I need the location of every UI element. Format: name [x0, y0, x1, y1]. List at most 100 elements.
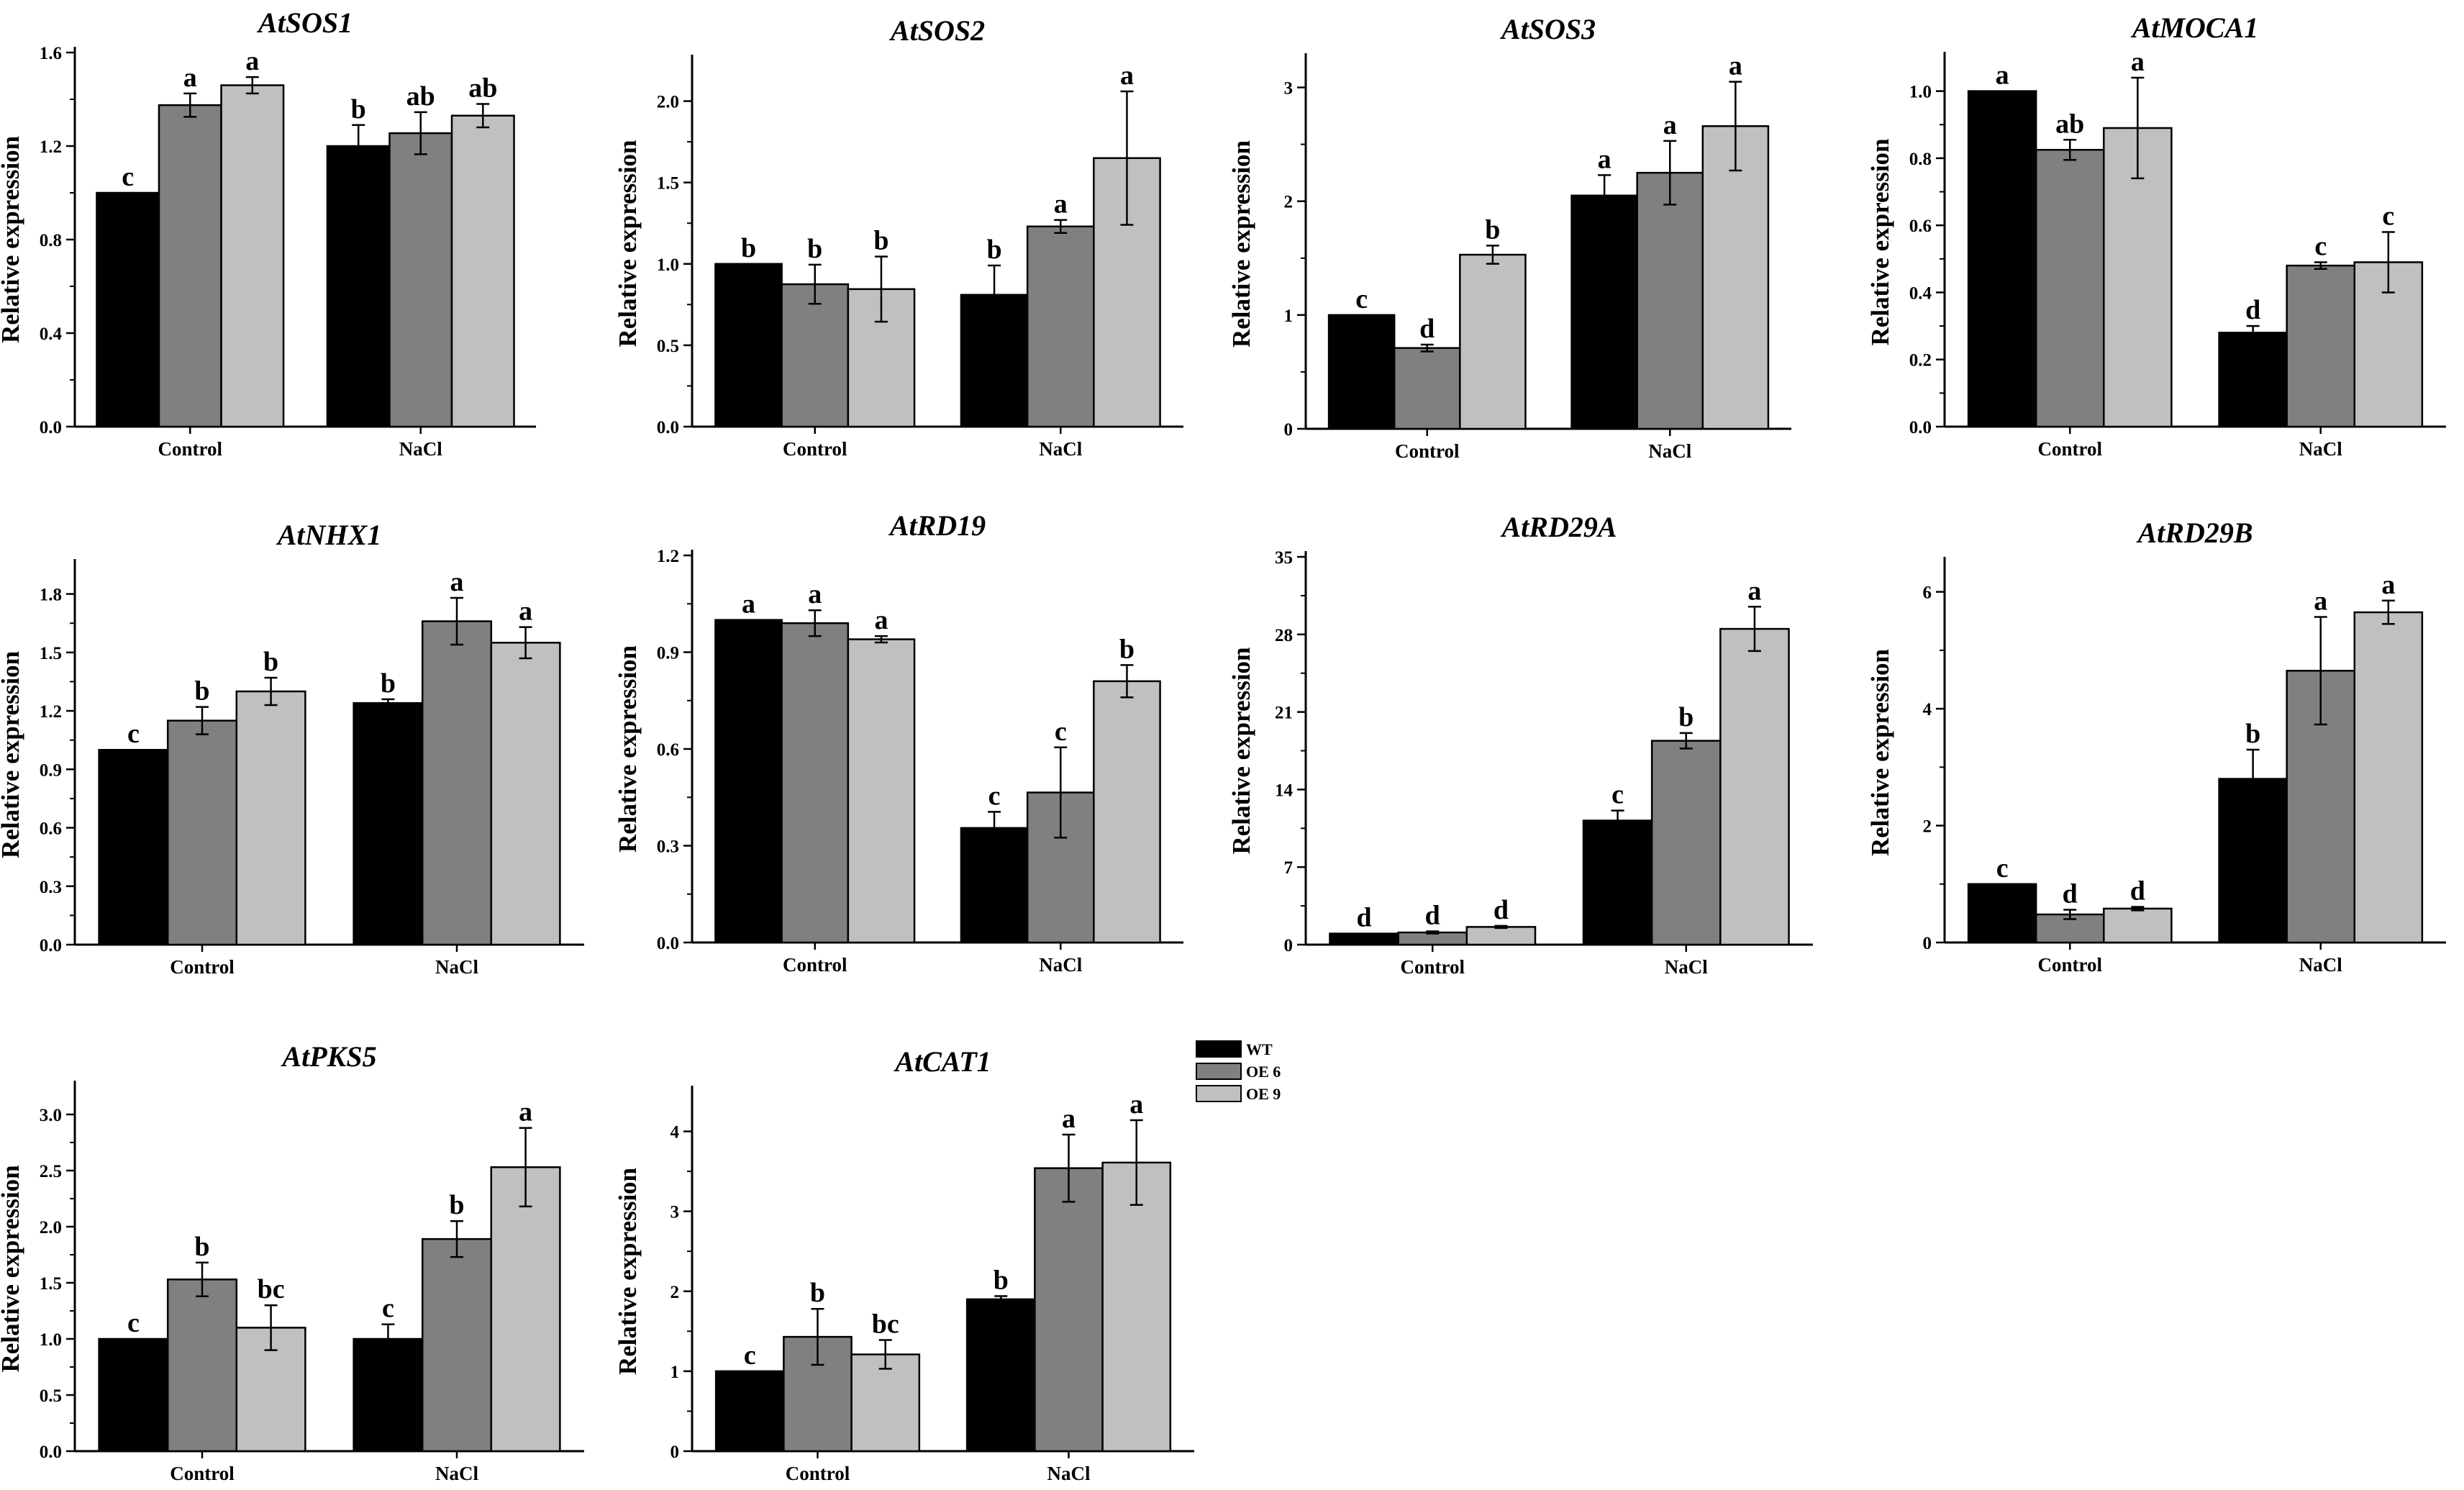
x-category-label: NaCl: [1648, 440, 1691, 462]
y-tick-label: 7: [1284, 858, 1294, 878]
x-category-label: Control: [170, 956, 235, 978]
y-tick-label: 1.6: [40, 44, 62, 63]
panels: AtSOS1 Relative expression 0.0 0.4 0.8 1.2 1.6…: [0, 6, 2446, 1484]
x-category-label: Control: [783, 438, 847, 460]
significance-letter: b: [1485, 214, 1500, 245]
y-tick-label: 0.8: [1909, 150, 1932, 169]
y-tick-label: 0.9: [40, 760, 62, 780]
bar: [2103, 907, 2173, 944]
significance-letter: b: [2245, 719, 2260, 749]
significance-letter: d: [1425, 901, 1440, 931]
y-tick-label: 0.2: [1909, 351, 1932, 371]
y-tick-label: 35: [1275, 548, 1293, 568]
x-category-label: NaCl: [399, 438, 442, 460]
bar: [1034, 1167, 1104, 1453]
bar: [1393, 347, 1461, 430]
chart-panel: AtCAT1 Relative expression 0 1 2 3 4 Control c b b…: [614, 1045, 1194, 1484]
x-category-label: NaCl: [435, 1463, 478, 1484]
significance-letter: b: [741, 233, 756, 263]
legend-swatch-oe6: [1196, 1063, 1242, 1080]
significance-letter: c: [382, 1294, 394, 1324]
significance-letter: b: [194, 676, 209, 707]
bar: [166, 1278, 238, 1453]
y-tick-label: 1.0: [40, 1330, 62, 1350]
bar: [1026, 791, 1095, 944]
significance-letter: c: [1055, 717, 1067, 747]
y-tick-label: 1.5: [40, 644, 62, 663]
x-category-label: NaCl: [1039, 438, 1082, 460]
bar: [220, 84, 285, 428]
y-tick-label: 0.0: [1909, 418, 1932, 437]
chart-title: AtPKS5: [280, 1040, 376, 1073]
legend-swatch-wt: [1196, 1040, 1242, 1058]
significance-letter: c: [988, 781, 1001, 811]
bar: [1329, 932, 1399, 946]
y-tick-label: 1: [1284, 306, 1294, 326]
significance-letter: a: [2381, 570, 2395, 600]
y-axis-label: Relative expression: [614, 645, 642, 853]
significance-letter: a: [519, 596, 532, 627]
significance-letter: b: [351, 94, 366, 124]
bar: [965, 1298, 1036, 1453]
bar: [1570, 194, 1638, 430]
significance-letter: b: [381, 668, 396, 699]
significance-letter: bc: [258, 1274, 285, 1304]
y-tick-label: 1.5: [40, 1274, 62, 1294]
significance-letter: ab: [406, 81, 435, 112]
y-tick-label: 1.0: [657, 255, 679, 275]
y-tick-label: 0.6: [657, 740, 679, 760]
x-category-label: Control: [1395, 440, 1460, 462]
bar: [421, 620, 493, 946]
significance-letter: a: [183, 63, 197, 93]
y-tick-label: 28: [1275, 626, 1293, 645]
y-axis-label: Relative expression: [614, 1168, 642, 1375]
y-tick-label: 3: [670, 1203, 680, 1222]
bar: [850, 1353, 921, 1453]
significance-letter: a: [874, 605, 888, 635]
bar: [1967, 883, 2037, 944]
chart-panel: AtRD19 Relative expression 0.0 0.3 0.6 0.9 1.2…: [614, 509, 1183, 976]
significance-letter: a: [519, 1097, 532, 1127]
significance-letter: d: [1357, 903, 1372, 933]
y-axis-label: Relative expression: [614, 140, 642, 347]
significance-letter: a: [245, 46, 259, 76]
x-category-label: Control: [2037, 438, 2102, 460]
bar: [847, 638, 916, 944]
bar: [2353, 611, 2424, 944]
significance-letter: a: [1996, 60, 2009, 91]
y-tick-label: 0: [1284, 420, 1294, 440]
y-axis-label: Relative expression: [0, 136, 24, 343]
y-tick-label: 0.8: [40, 231, 62, 250]
y-tick-label: 2.5: [40, 1162, 62, 1181]
bar: [98, 748, 169, 946]
y-tick-label: 0.4: [40, 324, 63, 344]
significance-letter: c: [127, 719, 140, 749]
y-tick-label: 3: [1284, 79, 1294, 99]
significance-letter: b: [194, 1232, 209, 1262]
significance-letter: a: [1729, 51, 1742, 81]
x-category-label: NaCl: [2299, 954, 2342, 976]
y-tick-label: 0.6: [1909, 217, 1932, 236]
bar: [2035, 149, 2105, 428]
bar: [1582, 819, 1653, 946]
bar: [1465, 926, 1537, 946]
y-axis-label: Relative expression: [1227, 647, 1255, 854]
significance-letter: a: [450, 567, 464, 597]
y-tick-label: 1.8: [40, 586, 62, 605]
bar: [421, 1237, 493, 1453]
bar: [490, 1166, 561, 1453]
bar: [1701, 125, 1770, 430]
bar: [235, 690, 306, 946]
y-tick-label: 4: [1923, 700, 1932, 719]
bar: [714, 1370, 785, 1453]
bar: [490, 642, 561, 946]
y-tick-label: 0: [1284, 936, 1294, 955]
significance-letter: c: [1996, 853, 2009, 883]
y-tick-label: 1.2: [657, 547, 679, 566]
significance-letter: ab: [468, 73, 497, 104]
y-tick-label: 14: [1275, 781, 1294, 800]
bar: [326, 145, 391, 428]
bar: [1459, 253, 1527, 430]
significance-letter: b: [994, 1265, 1009, 1295]
y-tick-label: 0.0: [657, 418, 679, 437]
